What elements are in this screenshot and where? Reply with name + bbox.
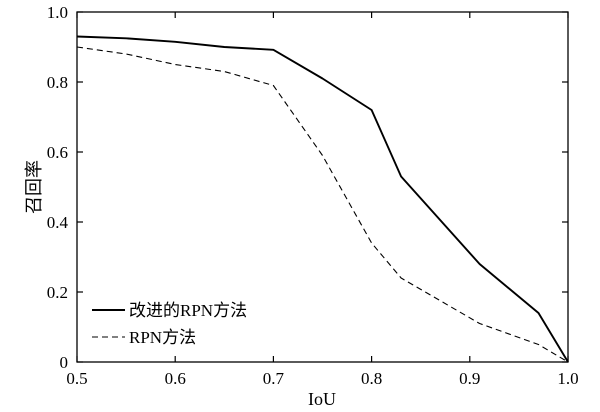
y-tick-label: 0	[60, 353, 69, 372]
x-tick-label: 1.0	[557, 369, 578, 388]
y-tick-label: 0.8	[47, 73, 68, 92]
legend-label: RPN方法	[129, 328, 196, 347]
tick-labels: 0.5 0.6 0.7 0.8 0.9 1.0 0 0.2 0.4 0.6 0.8 1.0	[47, 3, 579, 388]
plot-frame	[76, 11, 569, 363]
y-tick-label: 0.4	[47, 213, 69, 232]
x-tick-label: 0.5	[66, 369, 87, 388]
x-tick-label: 0.9	[459, 369, 480, 388]
y-tick-label: 1.0	[47, 3, 68, 22]
x-tick-label: 0.8	[361, 369, 382, 388]
y-tick-label: 0.6	[47, 143, 68, 162]
series-lines	[76, 35, 569, 363]
x-tick-label: 0.6	[165, 369, 186, 388]
x-tick-label: 0.7	[263, 369, 285, 388]
y-axis-title: 召回率	[24, 160, 44, 214]
legend-label: 改进的RPN方法	[129, 301, 247, 320]
x-axis-title: IoU	[308, 389, 336, 409]
improved-rpn-series-line	[76, 35, 569, 363]
tick-marks	[76, 11, 569, 363]
rpn-series-line	[76, 46, 569, 363]
y-tick-label: 0.2	[47, 283, 68, 302]
legend: 改进的RPN方法 RPN方法	[92, 301, 247, 347]
